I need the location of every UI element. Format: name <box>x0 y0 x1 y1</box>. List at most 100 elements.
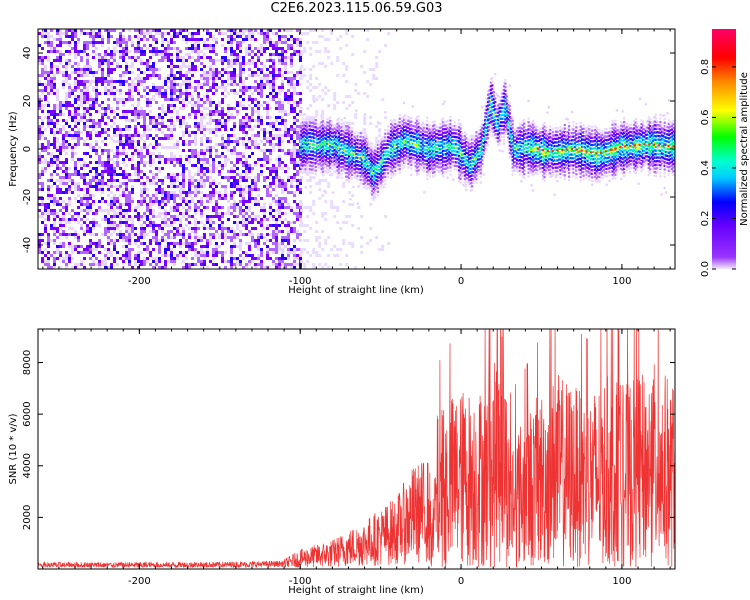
spectrogram-cell <box>191 140 194 143</box>
spectrogram-cell <box>122 80 125 83</box>
spectrogram-cell <box>68 221 71 224</box>
spectrogram-cell <box>359 175 362 178</box>
spectrogram-cell <box>155 29 158 32</box>
spectrogram-cell <box>242 188 245 191</box>
spectrogram-cell <box>221 143 224 146</box>
spectrogram-cell <box>206 56 209 59</box>
spectrogram-cell <box>89 155 92 158</box>
spectrogram-cell <box>53 197 56 200</box>
spectrogram-cell <box>239 188 242 191</box>
spectrogram-cell <box>83 89 86 92</box>
spectrogram-cell <box>290 92 293 95</box>
spectrogram-cell <box>236 233 239 236</box>
spectrogram-cell <box>176 194 179 197</box>
spectrogram-cell <box>191 50 194 53</box>
spectrogram-cell <box>86 251 89 254</box>
spectrogram-cell <box>239 260 242 263</box>
spectrogram-cell <box>65 92 68 95</box>
spectrogram-cell <box>176 95 179 98</box>
spectrogram-cell <box>324 143 328 146</box>
spectrogram-cell <box>197 44 200 47</box>
spectrogram-cell <box>287 233 290 236</box>
spectrogram-cell <box>68 179 71 182</box>
spectrogram-cell <box>257 248 260 251</box>
spectrogram-cell <box>221 113 224 116</box>
spectrogram-cell <box>293 245 296 248</box>
spectrogram-cell <box>137 29 140 32</box>
spectrogram-cell <box>266 41 269 44</box>
spectrogram-cell <box>182 62 185 65</box>
spectrogram-cell <box>358 160 361 164</box>
spectrogram-cell <box>272 134 275 137</box>
spectrogram-cell <box>170 53 173 56</box>
spectrogram-cell <box>185 71 188 74</box>
spectrogram-cell <box>107 92 110 95</box>
spectrogram-cell <box>339 137 342 140</box>
spectrogram-cell <box>284 212 287 215</box>
spectrogram-cell <box>230 230 233 233</box>
spectrogram-cell <box>143 185 146 188</box>
spectrogram-cell <box>287 149 290 152</box>
spectrogram-cell <box>337 153 341 156</box>
spectrogram-cell <box>272 41 275 44</box>
spectrogram-cell <box>206 98 209 101</box>
spectrogram-cell <box>56 191 59 194</box>
spectrogram-cell <box>161 155 164 158</box>
spectrogram-cell <box>300 137 303 140</box>
spectrogram-cell <box>77 41 80 44</box>
spectrogram-cell <box>80 209 83 212</box>
spectrogram-cell <box>334 143 338 146</box>
spectrogram-cell <box>50 113 53 116</box>
spectrogram-cell <box>86 68 89 71</box>
spectrogram-cell <box>254 38 257 41</box>
spectrogram-cell <box>176 227 179 230</box>
spectrogram-cell <box>278 143 281 146</box>
spectrogram-cell <box>65 98 68 101</box>
spectrogram-cell <box>317 155 320 159</box>
spectrogram-cell <box>356 160 359 163</box>
spectrogram-cell <box>113 257 116 260</box>
spectrogram-cell <box>301 160 304 164</box>
spectrogram-cell <box>303 230 307 233</box>
spectrogram-cell <box>254 89 257 92</box>
spectrogram-cell <box>104 110 107 113</box>
spectrogram-cell <box>134 170 137 173</box>
spectrogram-cell <box>278 128 281 131</box>
spectrogram-cell <box>342 148 345 151</box>
spectrogram-cell <box>203 257 206 260</box>
spectrogram-cell <box>125 128 128 131</box>
spectrogram-cell <box>365 135 368 139</box>
spectrogram-cell <box>185 89 188 92</box>
spectrogram-cell <box>290 65 293 68</box>
spectrogram-cell <box>122 257 125 260</box>
spectrogram-cell <box>206 137 209 140</box>
spectrogram-cell <box>269 140 272 143</box>
spectrogram-cell <box>83 86 86 89</box>
spectrogram-cell <box>343 142 346 145</box>
spectrogram-cell <box>116 200 119 203</box>
spectrogram-cell <box>152 83 155 86</box>
spectrogram-cell <box>336 206 340 209</box>
spectrogram-cell <box>143 146 146 149</box>
spectrogram-cell <box>107 29 110 32</box>
spectrogram-cell <box>140 149 143 152</box>
spectrogram-cell <box>209 170 212 173</box>
spectrogram-cell <box>263 236 266 239</box>
spectrogram-cell <box>349 160 352 163</box>
spectrogram-cell <box>98 200 101 203</box>
spectrogram-cell <box>47 233 50 236</box>
spectrogram-cell <box>296 263 299 266</box>
spectrogram-cell <box>194 47 197 50</box>
spectrogram-cell <box>104 260 107 263</box>
spectrogram-cell <box>275 224 278 227</box>
spectrogram-cell <box>179 251 182 254</box>
spectrogram-cell <box>170 134 173 137</box>
spectrogram-cell <box>336 144 339 147</box>
spectrogram-cell <box>224 122 227 125</box>
spectrogram-cell <box>323 126 326 129</box>
spectrogram-cell <box>101 164 104 167</box>
spectrogram-cell <box>158 251 161 254</box>
spectrogram-cell <box>278 206 281 209</box>
spectrogram-cell <box>194 248 197 251</box>
spectrogram-cell <box>350 170 354 173</box>
